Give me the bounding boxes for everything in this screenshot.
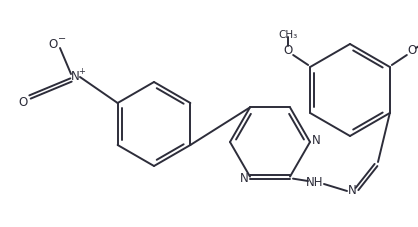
- Text: O: O: [48, 39, 58, 52]
- Text: O: O: [283, 44, 293, 57]
- Text: CH₃: CH₃: [278, 30, 298, 40]
- Text: NH: NH: [306, 177, 324, 190]
- Text: −: −: [58, 34, 66, 44]
- Text: N: N: [71, 71, 79, 84]
- Text: O: O: [407, 44, 416, 57]
- Text: N: N: [240, 172, 248, 185]
- Text: N: N: [348, 185, 357, 197]
- Text: O: O: [18, 96, 28, 109]
- Text: +: +: [79, 67, 85, 76]
- Text: N: N: [312, 135, 320, 148]
